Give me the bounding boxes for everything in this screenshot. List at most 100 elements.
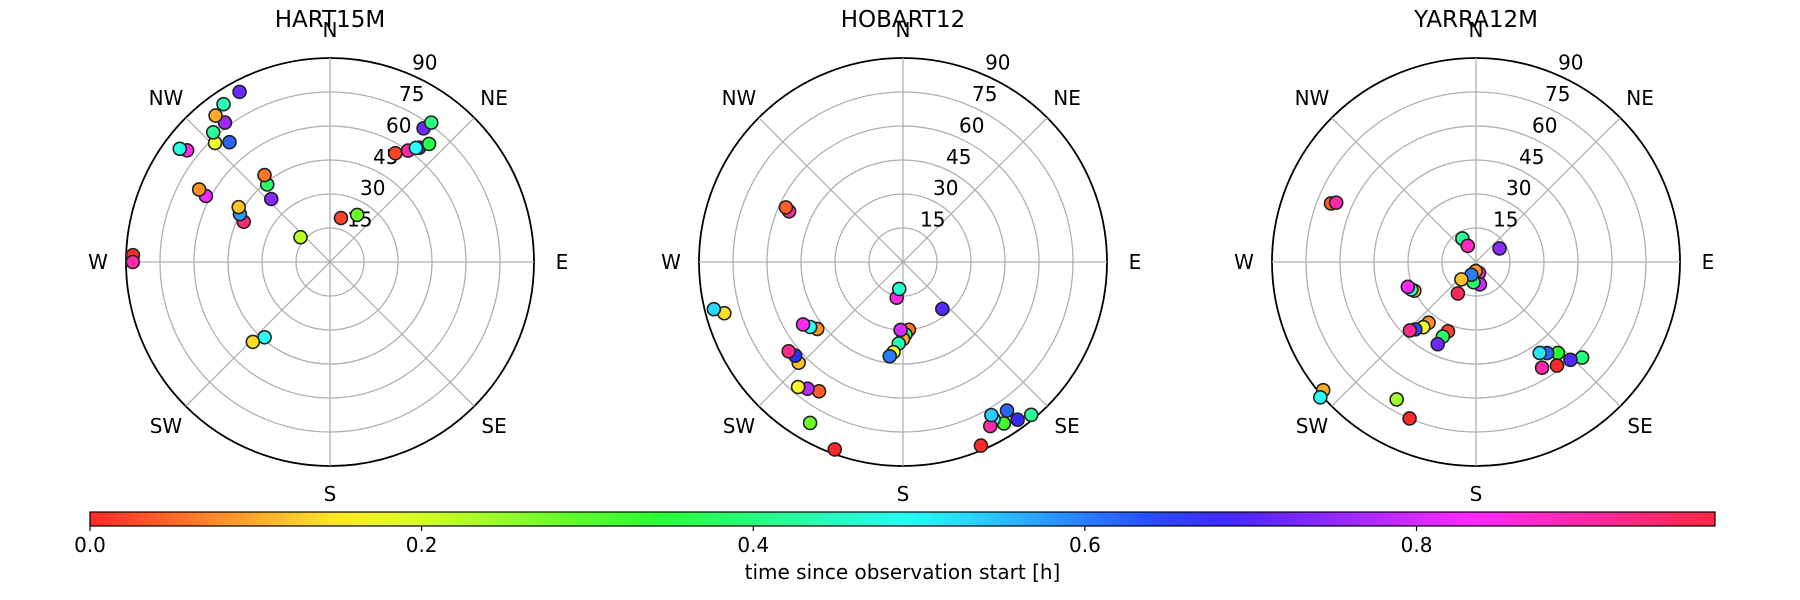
direction-label: N [323, 18, 338, 42]
colorbar-label: time since observation start [h] [745, 560, 1061, 584]
data-point [1549, 358, 1565, 373]
data-point [1460, 238, 1476, 254]
direction-label: NE [1053, 86, 1081, 110]
direction-label: W [88, 250, 108, 274]
angular-gridline [1475, 117, 1621, 263]
data-point [827, 442, 843, 457]
data-point [349, 207, 365, 223]
angular-gridline [902, 117, 1048, 263]
direction-label: NE [1626, 86, 1654, 110]
radial-tick-label: 30 [933, 176, 958, 200]
radial-tick-label: 30 [1506, 176, 1531, 200]
radial-tick-label: 60 [959, 113, 984, 137]
direction-label: NW [149, 86, 184, 110]
colorbar-tick-label: 0.2 [406, 533, 438, 557]
angular-gridline [1475, 261, 1621, 407]
panel-title: HOBART12 [841, 7, 966, 33]
data-point [231, 199, 246, 215]
direction-label: E [1702, 250, 1715, 274]
data-point [125, 254, 141, 270]
direction-label: SE [1054, 414, 1079, 438]
direction-label: E [556, 250, 569, 274]
direction-label: N [1469, 18, 1484, 42]
data-point [706, 301, 722, 317]
data-point [172, 141, 188, 157]
polar-panel: YARRA12M 15 30 45 60 75 90 E NE N NW W SW S SE [1234, 7, 1714, 506]
radial-tick-label: 75 [1545, 82, 1570, 106]
data-point [984, 407, 999, 423]
direction-label: SW [723, 414, 756, 438]
direction-label: W [661, 250, 681, 274]
direction-label: NW [722, 86, 757, 110]
data-point [1328, 195, 1344, 210]
radial-tick-label: 75 [399, 82, 424, 106]
data-point [1492, 241, 1507, 256]
panel-title: HART15M [275, 7, 386, 33]
angular-gridline [758, 117, 904, 263]
data-point [421, 136, 437, 152]
data-point [1454, 272, 1469, 287]
data-point [790, 379, 806, 395]
colorbar [89, 511, 1716, 527]
data-point [891, 281, 907, 297]
polar-panel: HOBART12 15 30 45 60 75 90 E NE N NW W SW S SE [661, 7, 1141, 506]
direction-label: SE [481, 414, 506, 438]
angular-gridline [902, 261, 1048, 407]
colorbar-tick-label: 0.4 [737, 533, 769, 557]
data-point [795, 317, 811, 332]
data-point [781, 344, 796, 359]
panel-title: YARRA12M [1413, 7, 1538, 33]
colorbar-tick-label: 0.0 [74, 533, 106, 557]
data-point [293, 229, 308, 245]
data-point [1402, 323, 1418, 338]
data-point [423, 115, 439, 130]
direction-label: NE [480, 86, 508, 110]
angular-gridline [185, 261, 331, 407]
data-point [222, 134, 237, 150]
radial-tick-label: 45 [946, 145, 971, 169]
data-point [1402, 411, 1417, 426]
data-point [1389, 392, 1404, 407]
radial-tick-label: 15 [920, 208, 945, 232]
data-point [208, 108, 223, 123]
radial-tick-label: 15 [1493, 208, 1518, 232]
angular-gridline [758, 261, 904, 407]
direction-label: NW [1295, 86, 1330, 110]
data-point [1430, 336, 1445, 352]
radial-tick-label: 60 [386, 113, 411, 137]
radial-tick-label: 45 [1519, 145, 1544, 169]
angular-gridline [1331, 117, 1477, 263]
polar-panel: HART15M153045607590ENENNWWSWSSE [88, 7, 568, 506]
direction-label: SW [1296, 414, 1329, 438]
direction-label: SW [150, 414, 183, 438]
data-point [778, 200, 794, 215]
direction-label: S [324, 482, 337, 506]
data-point [257, 167, 272, 183]
data-point [973, 438, 989, 453]
radial-tick-label: 60 [1532, 113, 1557, 137]
direction-label: S [897, 482, 910, 506]
data-point [1532, 345, 1548, 361]
direction-label: W [1234, 250, 1254, 274]
direction-label: SE [1627, 414, 1652, 438]
data-point [999, 403, 1015, 418]
data-point [1534, 360, 1550, 376]
data-point [1010, 412, 1025, 428]
data-point [388, 145, 403, 161]
data-point [263, 191, 279, 207]
radial-tick-label: 75 [972, 82, 997, 106]
data-point [1450, 286, 1466, 301]
data-point [802, 415, 818, 431]
data-point [935, 301, 950, 317]
data-point [1574, 350, 1590, 365]
radial-tick-label: 90 [1558, 51, 1583, 75]
radial-tick-label: 90 [412, 51, 437, 75]
direction-label: E [1129, 250, 1142, 274]
data-point [408, 140, 424, 156]
data-point [216, 96, 231, 112]
colorbar-tick-label: 0.6 [1069, 533, 1101, 557]
radial-tick-label: 30 [360, 176, 385, 200]
direction-label: N [896, 18, 911, 42]
data-point [1313, 390, 1328, 405]
colorbar-tick-label: 0.8 [1401, 533, 1433, 557]
